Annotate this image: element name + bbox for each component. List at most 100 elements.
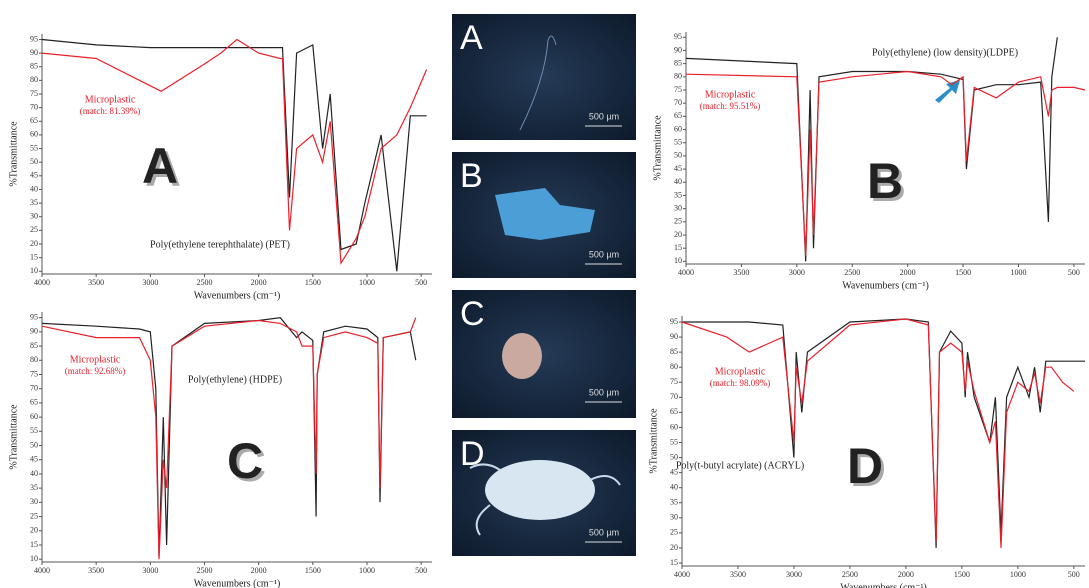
y-tick-label: 50 xyxy=(30,157,38,166)
y-tick-label: 45 xyxy=(674,164,682,173)
x-tick-label: 3000 xyxy=(142,278,158,287)
panel-letter: B xyxy=(867,153,903,209)
x-tick-label: 3500 xyxy=(733,268,749,277)
reference-label: Poly(ethylene terephthalate) (PET) xyxy=(150,239,290,250)
y-tick-label: 65 xyxy=(30,398,38,407)
reference-label: Poly(ethylene) (HDPE) xyxy=(188,374,282,385)
spectrum-line xyxy=(681,318,1075,548)
x-axis-label: Wavenumbers (cm⁻¹) xyxy=(194,578,281,588)
panel-letter-shadow: B xyxy=(870,156,906,212)
match-label: (match: 81.39%) xyxy=(80,106,140,116)
y-tick-label: 95 xyxy=(674,32,682,41)
spectrum-line xyxy=(41,317,417,560)
y-tick-label: 55 xyxy=(670,437,678,446)
y-tick-label: 65 xyxy=(30,116,38,125)
image-label: C xyxy=(460,295,485,333)
spectrum-line xyxy=(685,70,1086,257)
arrow xyxy=(935,80,960,103)
x-tick-label: 1500 xyxy=(305,278,321,287)
y-tick-label: 15 xyxy=(670,558,678,567)
x-tick-label: 3500 xyxy=(730,570,746,579)
x-tick-label: 3000 xyxy=(786,570,802,579)
panel-letter: D xyxy=(847,438,883,494)
x-tick-label: 1500 xyxy=(955,268,971,277)
y-tick-label: 10 xyxy=(30,554,38,563)
y-tick-label: 85 xyxy=(30,341,38,350)
y-tick-label: 50 xyxy=(30,440,38,449)
y-tick-label: 35 xyxy=(30,483,38,492)
scale-label: 500 µm xyxy=(589,387,619,397)
particle xyxy=(502,333,542,379)
x-tick-label: 2000 xyxy=(251,278,267,287)
y-tick-label: 40 xyxy=(30,469,38,478)
x-tick-label: 4000 xyxy=(674,570,690,579)
reference-label: Poly(ethylene) (low density)(LDPE) xyxy=(872,47,1018,58)
x-tick-label: 4000 xyxy=(34,278,50,287)
y-tick-label: 55 xyxy=(30,426,38,435)
y-tick-label: 45 xyxy=(670,467,678,476)
spectrum-line xyxy=(685,37,1058,262)
y-tick-label: 80 xyxy=(674,72,682,81)
spectrum-line xyxy=(41,38,428,265)
sample-label: Microplastic xyxy=(715,366,766,377)
y-axis-label: %Transmittance xyxy=(652,115,663,181)
panel-letter: C xyxy=(227,433,263,489)
x-tick-label: 500 xyxy=(1068,570,1080,579)
y-tick-label: 95 xyxy=(30,34,38,43)
image-label: B xyxy=(460,157,483,195)
x-tick-label: 2500 xyxy=(844,268,860,277)
y-tick-label: 65 xyxy=(674,111,682,120)
x-tick-label: 4000 xyxy=(34,566,50,575)
y-tick-label: 30 xyxy=(670,513,678,522)
microscope-images xyxy=(452,14,636,556)
y-tick-label: 95 xyxy=(670,317,678,326)
panel-letter-shadow: A xyxy=(145,141,181,197)
y-tick-label: 60 xyxy=(670,422,678,431)
y-tick-label: 20 xyxy=(670,543,678,552)
y-tick-label: 50 xyxy=(674,151,682,160)
sample-label: Microplastic xyxy=(85,94,136,105)
y-tick-label: 55 xyxy=(674,138,682,147)
y-tick-label: 40 xyxy=(670,483,678,492)
y-tick-label: 70 xyxy=(30,384,38,393)
x-tick-label: 3500 xyxy=(88,566,104,575)
x-tick-label: 1000 xyxy=(1011,268,1027,277)
y-tick-label: 60 xyxy=(30,412,38,421)
y-tick-label: 15 xyxy=(674,243,682,252)
x-tick-label: 2000 xyxy=(900,268,916,277)
sample-label: Microplastic xyxy=(705,89,756,100)
x-tick-label: 2000 xyxy=(251,566,267,575)
match-label: (match: 92.68%) xyxy=(65,366,125,376)
image-panel xyxy=(452,290,636,418)
y-axis-label: %Transmittance xyxy=(8,121,19,187)
y-axis-label: %Transmittance xyxy=(648,408,659,474)
x-tick-label: 1000 xyxy=(1010,570,1026,579)
scale-label: 500 µm xyxy=(589,111,619,121)
x-tick-label: 1500 xyxy=(954,570,970,579)
y-tick-label: 90 xyxy=(670,332,678,341)
image-label: A xyxy=(460,19,483,57)
y-tick-label: 75 xyxy=(30,89,38,98)
y-tick-label: 25 xyxy=(670,528,678,537)
y-tick-label: 80 xyxy=(670,362,678,371)
x-tick-label: 500 xyxy=(415,278,427,287)
y-tick-label: 75 xyxy=(674,85,682,94)
scale-label: 500 µm xyxy=(589,527,619,537)
y-tick-label: 55 xyxy=(30,143,38,152)
panel-letter: A xyxy=(142,138,178,194)
y-tick-label: 90 xyxy=(30,327,38,336)
spectrum-line xyxy=(41,38,427,272)
y-tick-label: 30 xyxy=(674,203,682,212)
fiber xyxy=(519,35,557,131)
panel-letter-shadow: C xyxy=(230,436,266,492)
scale-label: 500 µm xyxy=(589,249,619,259)
y-tick-label: 95 xyxy=(30,313,38,322)
y-tick-label: 10 xyxy=(674,256,682,265)
y-tick-label: 35 xyxy=(670,498,678,507)
y-tick-label: 90 xyxy=(674,45,682,54)
x-tick-label: 500 xyxy=(1068,268,1080,277)
x-tick-label: 2500 xyxy=(197,566,213,575)
y-tick-label: 20 xyxy=(30,239,38,248)
x-axis-label: Wavenumbers (cm⁻¹) xyxy=(840,582,927,588)
